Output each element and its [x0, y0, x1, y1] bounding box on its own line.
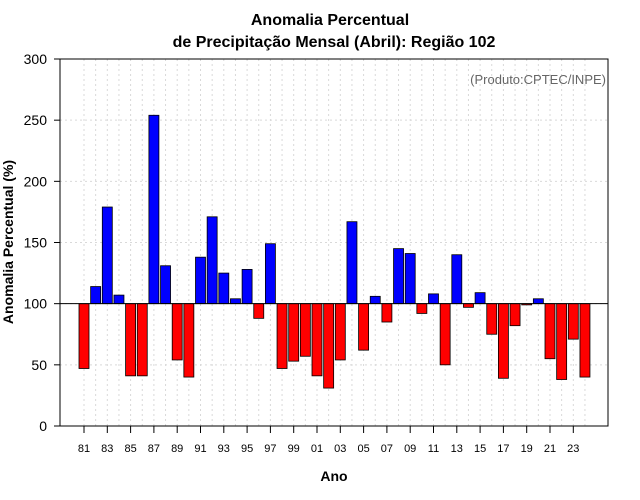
bar-2024	[579, 303, 591, 378]
y-tick-label: 250	[24, 112, 48, 128]
bar-1983	[101, 206, 113, 305]
x-tick-label: 07	[381, 443, 393, 455]
bar-2002	[323, 303, 335, 389]
x-tick-label: 87	[148, 443, 160, 455]
x-tick-label: 21	[544, 443, 556, 455]
bar-2000	[299, 303, 311, 357]
bar-2010	[416, 303, 428, 314]
bar-2020	[532, 298, 544, 305]
bar-1981	[78, 303, 90, 369]
y-tick-label: 100	[24, 296, 48, 312]
x-tick-label: 91	[194, 443, 206, 455]
bar-1995	[241, 269, 253, 305]
x-axis-label: Ano	[320, 468, 347, 484]
x-tick-label: 03	[334, 443, 346, 455]
bar-1988	[160, 265, 171, 305]
x-tick-label: 89	[171, 443, 183, 455]
bars	[78, 114, 591, 389]
bar-2005	[358, 303, 370, 351]
y-tick-label: 0	[39, 418, 47, 434]
x-tick-label: 05	[357, 443, 369, 455]
bar-1987	[148, 114, 160, 305]
bar-2004	[346, 221, 358, 305]
x-tick-label: 01	[311, 443, 323, 455]
bar-2016	[486, 303, 498, 335]
bar-1982	[90, 286, 102, 305]
y-tick-label: 150	[24, 235, 48, 251]
bar-2015	[474, 292, 486, 305]
x-tick-label: 09	[404, 443, 416, 455]
bar-2011	[428, 293, 439, 305]
bar-2017	[497, 303, 509, 379]
x-tick-label: 11	[428, 443, 439, 455]
bar-2021	[544, 303, 556, 360]
x-tick-label: 85	[124, 443, 136, 455]
bar-1998	[276, 303, 288, 369]
bar-1992	[206, 216, 218, 305]
x-tick-label: 93	[218, 443, 230, 455]
bar-2022	[556, 303, 568, 380]
bar-2009	[404, 253, 416, 305]
chart-title-line-1: Anomalia Percentual	[251, 12, 409, 29]
bar-1991	[195, 256, 206, 305]
x-tick-label: 97	[264, 443, 276, 455]
x-tick-label: 15	[474, 443, 486, 455]
bar-1985	[125, 303, 136, 377]
bar-1999	[288, 303, 300, 362]
x-tick-label: 99	[288, 443, 300, 455]
x-tick-label: 95	[241, 443, 253, 455]
bar-1996	[253, 303, 265, 319]
x-tick-label: 83	[101, 443, 113, 455]
bar-1990	[183, 303, 195, 378]
y-tick-label: 50	[31, 357, 47, 373]
bar-2012	[439, 303, 451, 366]
bar-2008	[393, 248, 404, 305]
y-tick-label: 200	[24, 173, 48, 189]
bar-1994	[230, 298, 241, 305]
bar-2007	[381, 303, 393, 323]
x-tick-label: 17	[497, 443, 509, 455]
x-tick-label: 19	[521, 443, 533, 455]
bar-2018	[509, 303, 521, 327]
credit-text: (Produto:CPTEC/INPE)	[470, 72, 606, 87]
y-tick-label: 300	[24, 51, 48, 67]
bar-1989	[171, 303, 183, 361]
bar-2013	[451, 254, 463, 305]
x-axis: 81 83 85 87 89 91 93 95 97 99 01 03 05 07 09 11 13 15 17 19…	[78, 426, 579, 455]
bar-1993	[218, 272, 230, 305]
y-axis: 0 50 100 150 200 250 300	[24, 51, 60, 434]
bar-2023	[567, 303, 579, 340]
bar-1984	[113, 294, 125, 305]
bar-2001	[311, 303, 323, 377]
x-tick-label: 13	[451, 443, 463, 455]
bar-2003	[334, 303, 346, 361]
x-tick-label: 23	[567, 443, 579, 455]
bar-2006	[369, 295, 381, 305]
bar-1986	[136, 303, 148, 377]
bar-1997	[264, 243, 276, 305]
y-axis-label: Anomalia Percentual (%)	[0, 160, 16, 324]
chart-title-line-2: de Precipitação Mensal (Abril): Região 1…	[173, 34, 496, 51]
x-tick-label: 81	[78, 443, 90, 455]
bar-2014	[463, 303, 474, 308]
